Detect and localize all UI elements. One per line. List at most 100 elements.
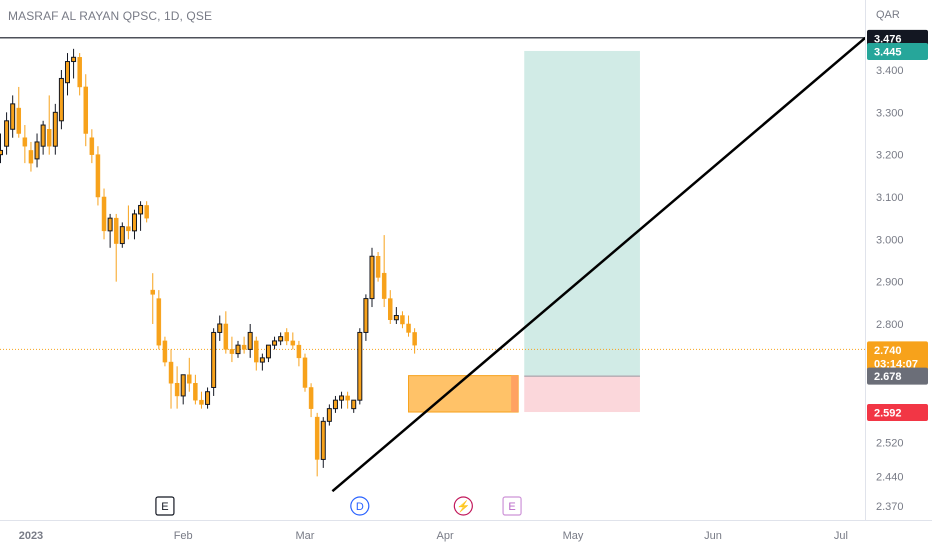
candle[interactable]: [174, 366, 180, 409]
event-earnings-future[interactable]: E: [502, 496, 522, 516]
trendline-layer: [331, 36, 867, 493]
candle[interactable]: [320, 417, 326, 468]
candle[interactable]: [332, 395, 338, 413]
candle[interactable]: [95, 146, 101, 206]
price-axis[interactable]: 3.400 3.300 3.200 3.100 3.000 2.900 2.800 2.520…: [876, 65, 904, 513]
candle[interactable]: [131, 209, 137, 240]
time-tick-label: Jun: [704, 530, 722, 542]
target-zone[interactable]: [524, 50, 640, 376]
candle[interactable]: [235, 340, 241, 358]
candle[interactable]: [144, 201, 149, 223]
candle[interactable]: [375, 252, 381, 282]
candle[interactable]: [168, 349, 174, 409]
candle-body: [162, 340, 168, 363]
candle[interactable]: [345, 391, 350, 409]
candle[interactable]: [138, 201, 144, 231]
trendline[interactable]: [331, 36, 867, 493]
candle[interactable]: [34, 133, 40, 168]
candle[interactable]: [254, 336, 259, 371]
candle-body: [4, 120, 10, 147]
candle[interactable]: [308, 383, 314, 418]
candle[interactable]: [302, 353, 308, 392]
candle[interactable]: [0, 133, 3, 164]
candle-body: [71, 56, 77, 63]
candle[interactable]: [58, 70, 64, 130]
candle[interactable]: [22, 125, 28, 164]
price-badge-value: 2.592: [874, 408, 902, 420]
candle[interactable]: [83, 74, 89, 147]
event-dividend[interactable]: D: [350, 496, 370, 516]
candle[interactable]: [77, 53, 82, 96]
candle[interactable]: [314, 412, 320, 477]
candle[interactable]: [4, 112, 10, 155]
dividend-label: D: [356, 501, 364, 513]
candle[interactable]: [339, 391, 345, 409]
event-earnings-past[interactable]: E: [155, 496, 175, 516]
candle-body: [375, 256, 381, 278]
candle[interactable]: [388, 290, 393, 324]
candle-body: [156, 298, 162, 346]
candle[interactable]: [101, 188, 107, 240]
candle[interactable]: [193, 374, 198, 405]
candle-body: [272, 340, 278, 346]
candle[interactable]: [326, 404, 332, 426]
candle-body: [193, 382, 198, 401]
candle[interactable]: [16, 86, 22, 138]
price-badge: 3.445: [867, 42, 928, 60]
candle[interactable]: [119, 222, 125, 248]
candle-body: [357, 331, 363, 401]
candle[interactable]: [217, 315, 223, 341]
event-split[interactable]: ⚡: [453, 496, 473, 516]
candle[interactable]: [265, 344, 271, 363]
candle[interactable]: [52, 103, 58, 155]
candle[interactable]: [400, 311, 405, 329]
candle-body: [412, 332, 417, 346]
candle[interactable]: [113, 213, 119, 282]
candle[interactable]: [180, 374, 186, 405]
candle[interactable]: [393, 307, 399, 324]
candle[interactable]: [363, 294, 369, 341]
symbol-title[interactable]: MASRAF AL RAYAN QPSC, 1D, QSE: [8, 9, 213, 23]
candle[interactable]: [205, 387, 211, 409]
candle[interactable]: [381, 235, 387, 308]
candle[interactable]: [40, 120, 46, 155]
candle[interactable]: [28, 141, 34, 172]
candle[interactable]: [10, 95, 16, 138]
candle[interactable]: [296, 340, 302, 367]
candle[interactable]: [290, 332, 296, 350]
candle[interactable]: [211, 328, 217, 396]
candle[interactable]: [223, 311, 229, 354]
candle[interactable]: [278, 332, 284, 346]
candle-body: [400, 315, 405, 325]
candle[interactable]: [187, 357, 192, 392]
candle-body: [95, 154, 101, 198]
candle[interactable]: [126, 205, 131, 240]
candle[interactable]: [64, 53, 70, 96]
candle[interactable]: [107, 213, 113, 248]
candle[interactable]: [406, 315, 411, 337]
time-axis[interactable]: 2023 Feb Mar Apr May Jun Jul: [19, 530, 848, 542]
candle[interactable]: [156, 290, 162, 350]
candle[interactable]: [284, 328, 289, 346]
candle[interactable]: [89, 129, 95, 164]
candle[interactable]: [241, 336, 247, 354]
candle[interactable]: [199, 391, 204, 409]
candle[interactable]: [150, 273, 155, 324]
candle[interactable]: [247, 323, 253, 358]
candle[interactable]: [412, 328, 417, 354]
candle[interactable]: [369, 247, 375, 308]
candle[interactable]: [71, 48, 77, 79]
candle[interactable]: [272, 336, 278, 350]
candle-body: [302, 357, 308, 388]
candle[interactable]: [357, 328, 363, 405]
candle[interactable]: [162, 336, 168, 367]
candle[interactable]: [351, 399, 357, 413]
stop-zone[interactable]: [524, 375, 640, 413]
candle[interactable]: [259, 353, 265, 371]
candle[interactable]: [46, 95, 52, 155]
candle[interactable]: [229, 336, 235, 363]
countdown-label: 03:14:07: [874, 358, 918, 370]
price-tick-label: 2.370: [876, 501, 904, 513]
